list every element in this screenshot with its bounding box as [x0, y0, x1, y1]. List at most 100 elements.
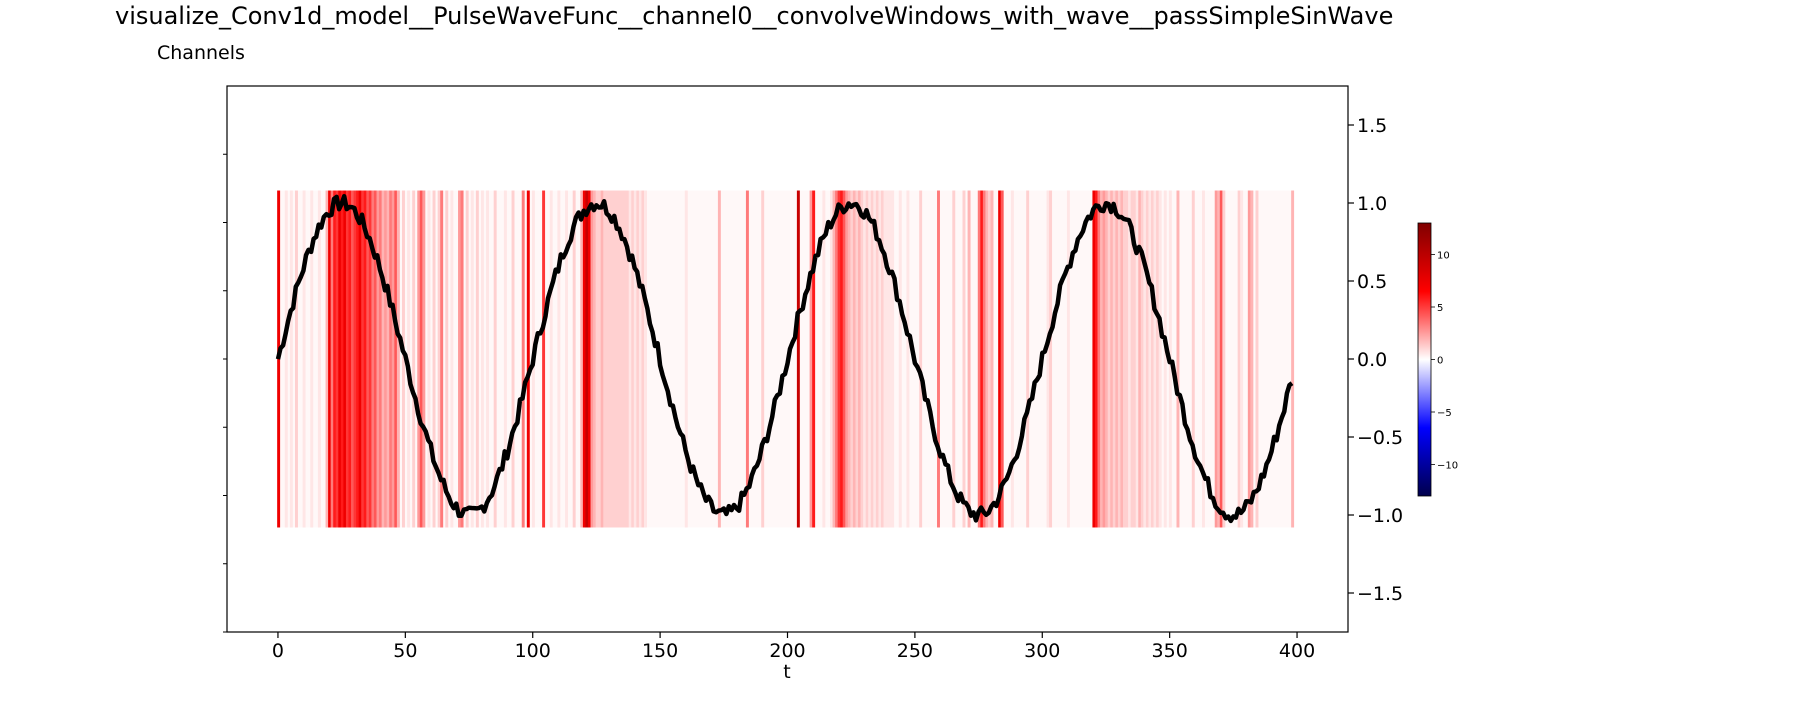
heatmap-cell — [812, 190, 816, 528]
heatmap-cell — [603, 190, 607, 528]
heatmap-cell — [1214, 190, 1218, 528]
x-tick-label: 400 — [1279, 640, 1315, 662]
heatmap-cell — [458, 190, 461, 528]
heatmap-cell — [542, 190, 546, 528]
heatmap-cell — [1156, 190, 1160, 528]
heatmap-cell — [1158, 190, 1162, 528]
x-tick-label: 150 — [642, 640, 678, 662]
heatmap-cell — [419, 190, 423, 528]
heatmap-cell — [379, 190, 383, 528]
heatmap-cell — [855, 190, 859, 528]
heatmap-cell — [621, 190, 625, 528]
heatmap-cell — [1123, 190, 1126, 528]
heatmap-cell — [1105, 190, 1109, 528]
x-axis: 0 50 100 150 200 250 300 350 400 — [272, 632, 1315, 662]
heatmap-cell — [289, 190, 293, 528]
heatmap-cell — [1217, 190, 1221, 528]
heatmap-cell — [557, 190, 561, 528]
x-axis-title: t — [783, 661, 790, 683]
heatmap-cell — [1163, 190, 1167, 528]
heatmap-cell — [333, 190, 337, 528]
heatmap-cell — [878, 190, 882, 528]
x-tick-label: 200 — [769, 640, 805, 662]
heatmap-cell — [600, 190, 604, 528]
heatmap-cell — [325, 190, 329, 528]
heatmap-cell — [1094, 190, 1098, 528]
heatmap-cell — [335, 190, 339, 528]
heatmap-cell — [440, 190, 444, 528]
heatmap-cell — [348, 190, 352, 528]
heatmap-cell — [486, 190, 490, 528]
heatmap-cell — [549, 190, 553, 528]
heatmap-cell — [394, 190, 398, 528]
chart-subtitle: Channels — [157, 42, 245, 64]
heatmap-cell — [1219, 190, 1223, 528]
y-tick-label: 0.0 — [1357, 349, 1387, 371]
heatmap-cell — [865, 190, 869, 528]
heatmap-cell — [1240, 190, 1244, 528]
heatmap-cell — [376, 190, 380, 528]
heatmap-cell — [1117, 190, 1121, 528]
x-tick-label: 300 — [1024, 640, 1060, 662]
heatmap-cell — [351, 190, 354, 528]
heatmap-cell — [906, 190, 910, 528]
heatmap-cell — [636, 190, 640, 528]
heatmap-cell — [310, 190, 314, 528]
heatmap-cell — [873, 190, 877, 528]
heatmap-cell — [875, 190, 879, 528]
chart-title: visualize_Conv1d_model__PulseWaveFunc__c… — [115, 2, 1394, 30]
heatmap-cell — [628, 190, 632, 528]
heatmap-cell — [1010, 190, 1014, 528]
heatmap-cell — [371, 190, 375, 528]
heatmap-cell — [1191, 190, 1195, 528]
heatmap-cell — [1026, 190, 1030, 528]
heatmap-cell — [317, 190, 321, 528]
heatmap-cell — [1250, 190, 1254, 528]
heatmap-cell — [880, 190, 884, 528]
heatmap-cell — [845, 190, 849, 528]
heatmap-cell — [437, 190, 441, 528]
heatmap-cell — [631, 190, 635, 528]
y-tick-label: 1.0 — [1357, 193, 1387, 215]
heatmap-cell — [1066, 190, 1070, 528]
heatmap-cell — [1107, 190, 1111, 528]
heatmap-cell — [1120, 190, 1124, 528]
y-axis: 1.5 1.0 0.5 0.0 −0.5 −1.0 −1.5 — [223, 115, 1403, 633]
heatmap-cell — [987, 190, 991, 528]
heatmap-cell — [427, 190, 431, 528]
heatmap-cell — [618, 190, 622, 528]
heatmap-cell — [990, 190, 994, 528]
heatmap-cell — [1135, 190, 1139, 528]
heatmap-cell — [361, 190, 365, 528]
heatmap-cell — [1112, 190, 1116, 528]
heatmap-cell — [1049, 190, 1053, 528]
heatmap-cell — [407, 190, 411, 528]
heatmap-cell — [633, 190, 637, 528]
heatmap-cell — [822, 190, 826, 528]
heatmap-cell — [330, 190, 334, 528]
x-tick-label: 50 — [393, 640, 417, 662]
heatmap-cell — [977, 190, 981, 528]
heatmap-cell — [353, 190, 357, 528]
heatmap-cell — [605, 190, 609, 528]
heatmap-cell — [717, 190, 721, 528]
heatmap-cell — [852, 190, 856, 528]
heatmap-cell — [1143, 190, 1147, 528]
heatmap-cell — [1255, 190, 1259, 528]
colorbar-gradient — [1417, 222, 1432, 497]
heatmap-cell — [526, 190, 530, 528]
heatmap-cell — [595, 190, 599, 528]
heatmap-cell — [381, 190, 385, 528]
heatmap-cell — [302, 190, 306, 528]
heatmap-cell — [386, 190, 390, 528]
heatmap-cell — [850, 190, 854, 528]
heatmap-cell — [1201, 190, 1205, 528]
heatmap-cell — [1247, 190, 1251, 528]
heatmap-cell — [1130, 190, 1134, 528]
heatmap-cell — [644, 190, 647, 528]
heatmap-cell — [919, 190, 923, 528]
heatmap-cell — [1148, 190, 1152, 528]
heatmap-cell — [980, 190, 984, 528]
heatmap-cell — [1237, 190, 1241, 528]
heatmap-cell — [401, 190, 405, 528]
